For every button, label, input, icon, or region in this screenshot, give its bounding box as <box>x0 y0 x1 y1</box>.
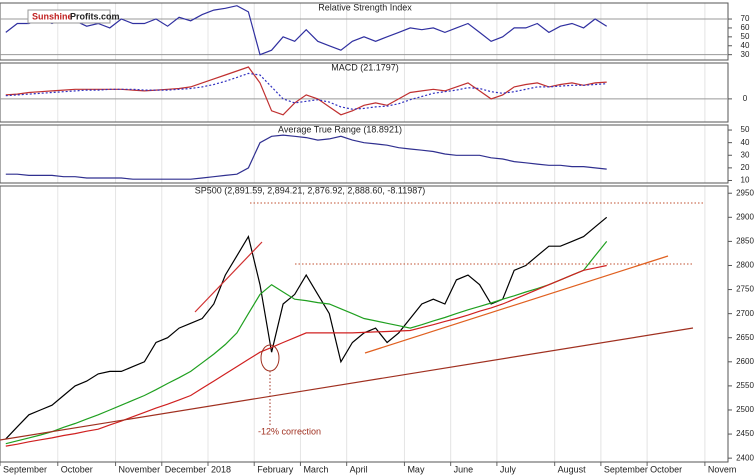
panel-title: SP500 (2,891.59, 2,894.21, 2,876.92, 2,8… <box>195 185 426 195</box>
x-tick-label: 2018 <box>211 464 231 474</box>
y-tick-label: 40 <box>741 138 750 147</box>
y-tick-label: 10 <box>741 176 750 185</box>
logo-brand: Sunshine <box>32 11 73 21</box>
y-tick-label: 2900 <box>736 212 754 221</box>
x-tick-label: October <box>61 464 93 474</box>
trend-line <box>364 255 669 354</box>
y-tick-label: 50 <box>741 125 750 134</box>
trend-line <box>0 327 694 441</box>
x-tick-label: September <box>3 464 47 474</box>
panel-title: Average True Range (18.8921) <box>278 124 402 134</box>
x-tick-label: October <box>650 464 682 474</box>
x-tick-label: May <box>407 464 425 474</box>
x-tick-label: March <box>303 464 328 474</box>
x-tick-label: November <box>119 464 161 474</box>
logo-box <box>27 9 111 24</box>
y-tick-label: 60 <box>741 23 750 32</box>
series-line <box>5 264 607 447</box>
series-line <box>5 216 608 440</box>
x-tick-label: December <box>165 464 207 474</box>
x-tick-label: Novem <box>708 464 737 474</box>
series-line <box>5 5 608 56</box>
y-tick-label: 70 <box>741 14 750 23</box>
x-tick-label: April <box>350 464 368 474</box>
y-tick-label: 0 <box>743 94 748 103</box>
y-tick-label: 2700 <box>736 309 754 318</box>
y-tick-label: 30 <box>741 150 750 159</box>
trend-line <box>194 241 263 313</box>
y-tick-label: 2550 <box>736 381 754 390</box>
y-tick-label: 30 <box>741 50 750 59</box>
y-tick-label: 2750 <box>736 285 754 294</box>
logo-site: Profits.com <box>70 11 120 21</box>
panel-title: Relative Strength Index <box>318 2 412 12</box>
month-grid <box>0 3 706 462</box>
series-line <box>5 72 607 110</box>
y-tick-label: 2950 <box>736 188 754 197</box>
y-tick-label: 40 <box>741 41 750 50</box>
x-tick-label: August <box>558 464 587 474</box>
y-tick-label: 2800 <box>736 261 754 270</box>
x-tick-label: September <box>604 464 648 474</box>
series-line <box>5 134 607 180</box>
y-tick-label: 20 <box>741 163 750 172</box>
panel-title: MACD (21.1797) <box>331 62 399 72</box>
x-tick-label: February <box>257 464 294 474</box>
series-line <box>5 241 608 445</box>
y-tick-label: 2850 <box>736 237 754 246</box>
y-tick-label: 50 <box>741 32 750 41</box>
y-tick-label: 2650 <box>736 333 754 342</box>
y-tick-label: 2500 <box>736 405 754 414</box>
y-tick-label: 2400 <box>736 453 754 462</box>
x-tick-label: June <box>454 464 474 474</box>
y-tick-label: 2600 <box>736 357 754 366</box>
x-tick-label: July <box>500 464 517 474</box>
y-tick-label: 2450 <box>736 429 754 438</box>
annotation: -12% correction <box>258 426 321 436</box>
